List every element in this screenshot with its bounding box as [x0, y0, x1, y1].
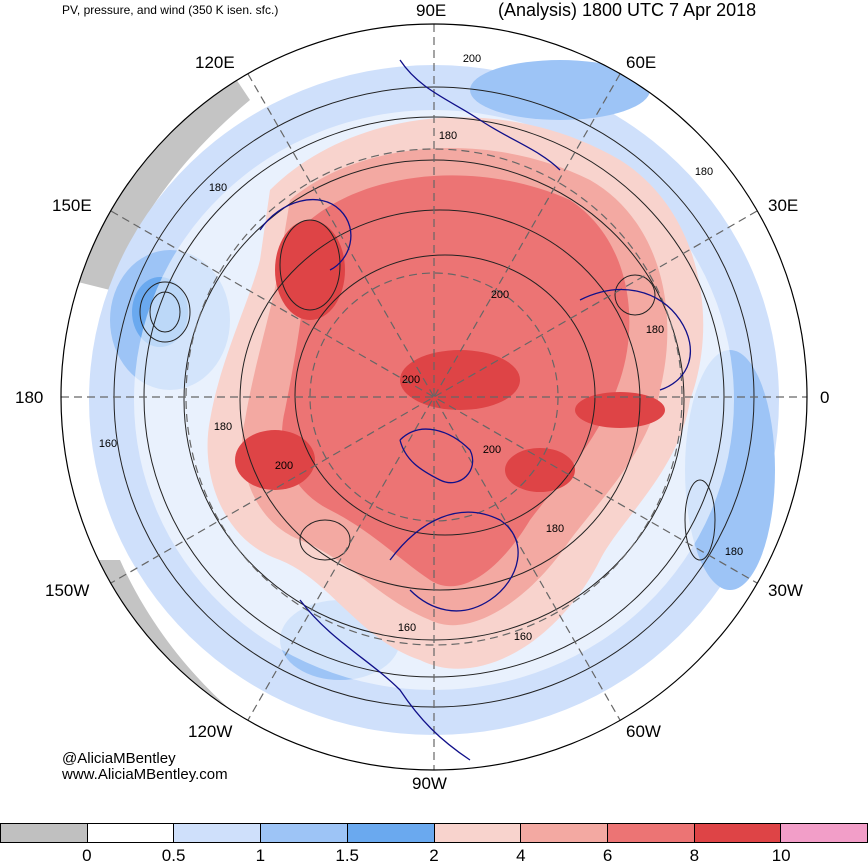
- contour-label: 180: [695, 166, 713, 178]
- map-title: (Analysis) 1800 UTC 7 Apr 2018: [498, 0, 757, 20]
- contour-label: 160: [514, 631, 532, 643]
- credit-website: www.AliciaMBentley.com: [62, 766, 228, 783]
- pv-polar-map: 200 180 180 180 200 180 200 180 160 200 …: [60, 23, 808, 771]
- contour-label: 180: [646, 324, 664, 336]
- colorbar-tick-label: 10: [771, 846, 791, 865]
- colorbar-swatch: [606, 823, 694, 843]
- contour-label: 200: [483, 444, 501, 456]
- map-boundary: [60, 23, 808, 771]
- contour-label: 200: [402, 374, 420, 386]
- lon-label-60w: 60W: [626, 722, 661, 741]
- colorbar-swatch: [433, 823, 521, 843]
- colorbar-swatch: [260, 823, 347, 843]
- lon-label-60e: 60E: [626, 53, 657, 72]
- colorbar-tick-label: 1: [255, 846, 266, 865]
- contour-label: 200: [463, 53, 481, 65]
- lon-label-120e: 120E: [195, 53, 235, 72]
- contour-label: 180: [214, 421, 232, 433]
- colorbar-tick-label: 0: [82, 846, 92, 865]
- lon-label-180: 180: [15, 388, 44, 407]
- colorbar-swatch: [520, 823, 607, 843]
- contour-label: 200: [491, 289, 509, 301]
- contour-label: 200: [275, 460, 293, 472]
- colorbar-swatch: [86, 823, 174, 843]
- contour-label: 160: [99, 438, 117, 450]
- colorbar-tick-label: 8: [689, 846, 700, 865]
- colorbar-tick-label: 4: [516, 846, 526, 865]
- colorbar-tick-label: 6: [602, 846, 613, 865]
- colorbar-swatch: [346, 823, 434, 843]
- lon-label-0: 0: [820, 388, 830, 407]
- colorbar-swatch: [780, 823, 868, 843]
- contour-label: 180: [546, 523, 564, 535]
- colorbar-tick-label: 1.5: [335, 846, 360, 865]
- colorbar-swatch: [173, 823, 261, 843]
- graticule: [61, 24, 807, 770]
- credit-handle: @AliciaMBentley: [62, 750, 176, 767]
- colorbar-swatch: [693, 823, 781, 843]
- lon-label-120w: 120W: [188, 722, 233, 741]
- colorbar: [0, 823, 868, 843]
- contour-label: 180: [439, 130, 457, 142]
- map-subtitle: PV, pressure, and wind (350 K isen. sfc.…: [62, 3, 279, 17]
- contour-label: 180: [725, 546, 743, 558]
- contour-label: 180: [209, 182, 227, 194]
- lon-label-30w: 30W: [768, 581, 803, 600]
- contour-label: 160: [398, 622, 416, 634]
- lon-label-150e: 150E: [52, 196, 92, 215]
- colorbar-swatch: [0, 823, 87, 843]
- lon-label-30e: 30E: [768, 196, 799, 215]
- lon-label-150w: 150W: [45, 581, 90, 600]
- coastlines: [259, 59, 691, 761]
- colorbar-tick-label: 0.5: [161, 846, 186, 865]
- lon-label-90w: 90W: [412, 774, 447, 793]
- lon-label-90e: 90E: [416, 1, 447, 20]
- colorbar-tick-label: 2: [429, 846, 439, 865]
